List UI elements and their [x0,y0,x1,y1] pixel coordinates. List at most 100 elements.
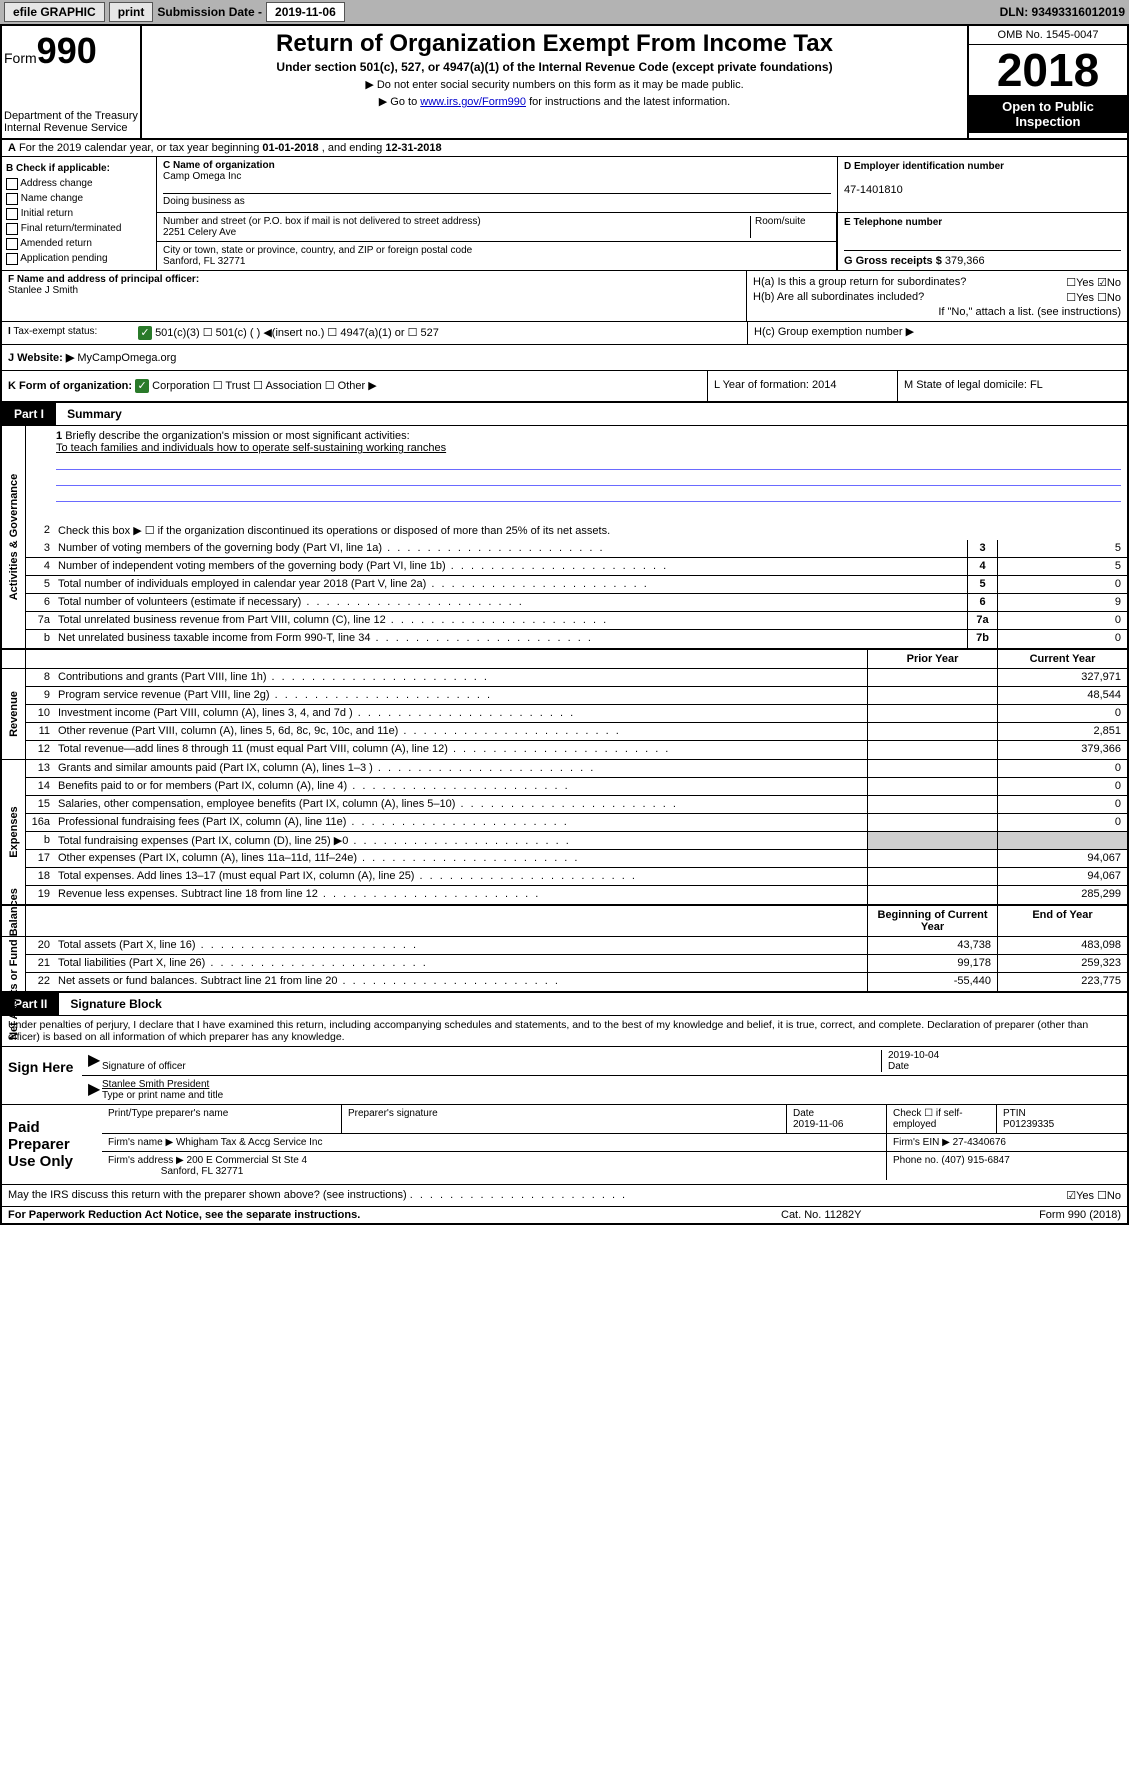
line-2: Check this box ▶ ☐ if the organization d… [54,522,1127,540]
gov-line-5: 5Total number of individuals employed in… [26,576,1127,594]
current-year-hdr: Current Year [997,650,1127,668]
vlabel-revenue: Revenue [2,669,26,759]
chk-501c3-icon: ✓ [138,326,152,340]
omb-number: OMB No. 1545-0047 [969,26,1127,45]
gross-label: G Gross receipts $ [844,255,942,267]
firm-phone-label: Phone no. [893,1155,939,1166]
chk-initial[interactable] [6,208,18,220]
lbl-final: Final return/terminated [21,223,122,234]
status-options: 501(c)(3) ☐ 501(c) ( ) ◀(insert no.) ☐ 4… [155,327,439,339]
i-label-col: I Tax-exempt status: [2,322,132,344]
instructions-link[interactable]: www.irs.gov/Form990 [420,96,526,108]
open-inspection: Open to Public Inspection [969,95,1127,133]
revlines-line-10: 10Investment income (Part VIII, column (… [26,705,1127,723]
firm-name: Whigham Tax & Accg Service Inc [176,1137,323,1148]
prep-date: 2019-11-06 [793,1119,843,1130]
rowa-end: 12-31-2018 [385,142,441,154]
form-subtitle: Under section 501(c), 527, or 4947(a)(1)… [150,60,959,74]
summary-body: Activities & Governance 1 Briefly descri… [2,426,1127,993]
tax-status-label: Tax-exempt status: [13,326,97,337]
part1-title: Summary [59,403,130,425]
sig-date-label: Date [888,1061,909,1072]
room-label: Room/suite [750,216,830,238]
form-title: Return of Organization Exempt From Incom… [150,30,959,58]
lbl-address: Address change [20,178,92,189]
form-word: Form [4,50,37,66]
netlines-line-22: 22Net assets or fund balances. Subtract … [26,973,1127,991]
revlines-line-9: 9Program service revenue (Part VIII, lin… [26,687,1127,705]
cat-no: Cat. No. 11282Y [781,1209,981,1221]
chk-name[interactable] [6,193,18,205]
submission-date: 2019-11-06 [266,2,345,22]
explines-line-13: 13Grants and similar amounts paid (Part … [26,760,1127,778]
form-header: Form990 Department of the Treasury Inter… [2,26,1127,140]
rowa-pre: For the 2019 calendar year, or tax year … [19,142,262,154]
discuss-yn: ☑Yes ☐No [1066,1189,1121,1202]
gross-value: 379,366 [945,255,985,267]
row-i: I Tax-exempt status: ✓ 501(c)(3) ☐ 501(c… [2,321,1127,345]
print-button[interactable]: print [109,2,154,22]
form-ref: Form 990 (2018) [981,1209,1121,1221]
section-bcdefg: B Check if applicable: Address change Na… [2,157,1127,271]
hb-label: H(b) Are all subordinates included? [753,291,924,304]
dln-label: DLN: 93493316012019 [1000,5,1125,19]
paid-preparer-label: Paid Preparer Use Only [2,1105,102,1184]
officer-name: Stanlee J Smith [8,285,78,296]
submission-label: Submission Date - [157,5,262,19]
revlines-line-11: 11Other revenue (Part VIII, column (A), … [26,723,1127,741]
header-left: Form990 Department of the Treasury Inter… [2,26,142,138]
signature-intro: Under penalties of perjury, I declare th… [2,1016,1127,1047]
box-h: H(a) Is this a group return for subordin… [747,271,1127,321]
firm-ein-label: Firm's EIN ▶ [893,1137,950,1148]
city-label: City or town, state or province, country… [163,245,472,256]
tax-year: 2018 [969,45,1127,95]
website-value: MyCampOmega.org [77,352,176,364]
explines-line-b: bTotal fundraising expenses (Part IX, co… [26,832,1127,850]
toolbar: efile GRAPHIC print Submission Date - 20… [0,0,1129,24]
begin-year-hdr: Beginning of Current Year [867,906,997,936]
header-right: OMB No. 1545-0047 2018 Open to Public In… [967,26,1127,138]
chk-pending[interactable] [6,253,18,265]
dba-label: Doing business as [163,193,831,207]
state-domicile: M State of legal domicile: FL [897,371,1127,401]
header-center: Return of Organization Exempt From Incom… [142,26,967,138]
sign-here-block: Sign Here ▶Signature of officer2019-10-0… [2,1047,1127,1105]
box-d: D Employer identification number 47-1401… [837,157,1127,212]
department-label: Department of the Treasury Internal Reve… [4,110,138,134]
ptin-label: PTIN [1003,1108,1026,1119]
row-a-taxyear: A For the 2019 calendar year, or tax yea… [2,140,1127,157]
firm-ein: 27-4340676 [953,1137,1006,1148]
box-f: F Name and address of principal officer:… [2,271,747,321]
chk-final[interactable] [6,223,18,235]
hb-yn: ☐Yes ☐No [1066,291,1121,304]
efile-button[interactable]: efile GRAPHIC [4,2,105,22]
sig-name: Stanlee Smith President [102,1079,209,1090]
ssn-notice: ▶ Do not enter social security numbers o… [150,78,959,91]
box-eg: E Telephone number G Gross receipts $ 37… [837,213,1127,270]
mission-label: Briefly describe the organization's miss… [65,430,409,442]
col-cdefg: C Name of organization Camp Omega Inc Do… [157,157,1127,270]
chk-address[interactable] [6,178,18,190]
sign-here-label: Sign Here [2,1047,82,1104]
firm-addr: 200 E Commercial St Ste 4 [187,1155,308,1166]
prior-year-hdr: Prior Year [867,650,997,668]
line-1-mission: 1 Briefly describe the organization's mi… [26,426,1127,522]
city-value: Sanford, FL 32771 [163,256,245,267]
street-value: 2251 Celery Ave [163,227,236,238]
vlabel-netassets: Net Assets or Fund Balances [2,937,26,991]
explines-line-19: 19Revenue less expenses. Subtract line 1… [26,886,1127,904]
prep-date-label: Date [793,1108,814,1119]
k-label: K Form of organization: [8,380,132,392]
sig-date: 2019-10-04 [888,1050,939,1061]
end-year-hdr: End of Year [997,906,1127,936]
rowa-begin: 01-01-2018 [262,142,318,154]
vlabel-expenses: Expenses [2,760,26,904]
part1-header: Part I [2,403,56,425]
gov-line-b: bNet unrelated business taxable income f… [26,630,1127,648]
ein-label: D Employer identification number [844,161,1004,172]
prep-selfemp: Check ☐ if self-employed [887,1105,997,1133]
revlines-line-12: 12Total revenue—add lines 8 through 11 (… [26,741,1127,759]
chk-amended[interactable] [6,238,18,250]
pra-notice: For Paperwork Reduction Act Notice, see … [8,1209,781,1221]
org-name: Camp Omega Inc [163,171,241,182]
